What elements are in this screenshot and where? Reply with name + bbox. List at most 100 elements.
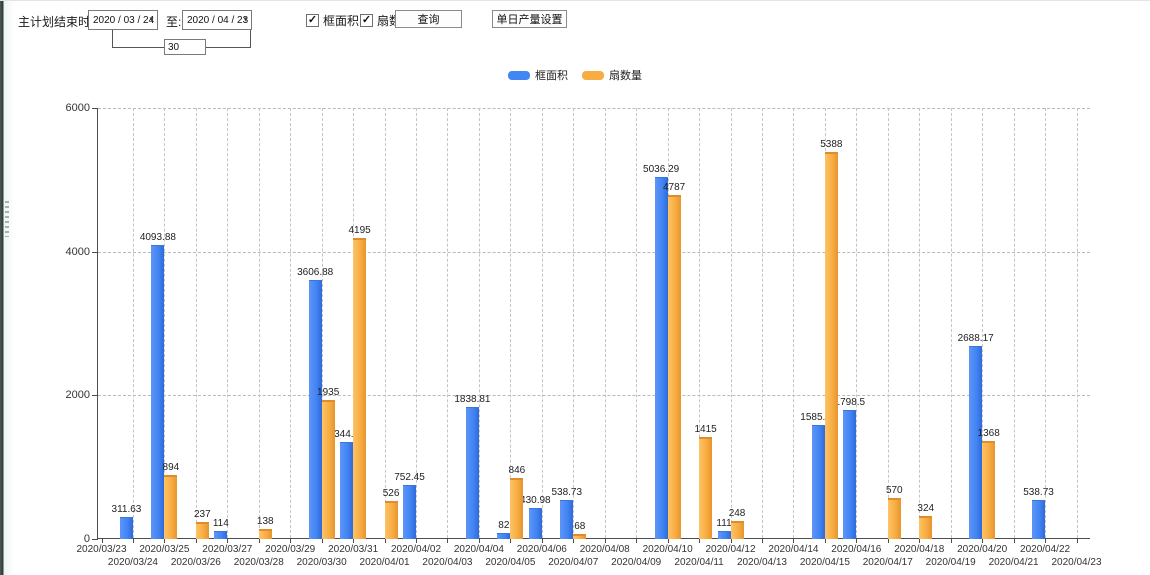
x-axis-tick-label: 2020/04/01 [359,557,410,568]
bar-value-label: 82 [498,520,510,532]
legend-item-frame-area[interactable]: 框面积 [508,67,568,83]
bar-value-label: 538.73 [551,487,583,499]
frame-area-checkbox[interactable]: ✓ [306,14,319,27]
bar-frame-area [214,530,228,539]
y-axis-tick-label: 2000 [65,389,90,402]
gridline-vertical [1076,108,1078,538]
connector-line [250,30,251,48]
gridline-vertical [447,108,449,538]
bar-frame-area [969,345,983,539]
bar-sash-count [573,534,587,539]
bar-value-label: 68 [574,521,586,533]
legend-item-sash-count[interactable]: 扇数量 [582,67,642,83]
side-panel-splitter[interactable] [0,1,14,575]
x-axis-tick [1045,539,1047,543]
date-to-picker[interactable]: 2020 / 04 / 23 ▼ [182,10,252,30]
gridline-vertical [541,108,543,538]
bar-value-label: 5388 [820,138,843,150]
frame-area-checkbox-label: 框面积 [323,14,360,28]
x-axis-tick [887,539,889,543]
bar-sash-count [982,440,996,539]
day-span-input[interactable]: 30 [164,39,206,55]
chart-legend: 框面积 扇数量 [0,67,1150,83]
x-axis-tick [164,539,166,543]
gridline-vertical [699,108,701,538]
bar-value-label: 324 [917,502,935,514]
x-axis-tick-label: 2020/04/20 [957,544,1008,555]
x-axis-tick [699,539,701,543]
gridline-vertical [321,108,323,538]
bar-value-label: 114 [212,517,229,529]
bar-frame-area [465,406,479,539]
x-axis-tick-label: 2020/04/22 [1020,544,1071,555]
x-axis-tick-label: 2020/03/26 [170,557,221,568]
bar-frame-area [308,279,322,539]
sash-count-checkbox[interactable]: ✓ [360,14,373,27]
gridline-horizontal [98,395,1090,397]
x-axis-tick-label: 2020/04/02 [390,544,442,555]
x-axis-tick-label: 2020/03/23 [76,544,127,555]
query-button[interactable]: 查询 [395,10,462,28]
x-axis-tick-label: 2020/03/25 [139,544,190,555]
x-axis-tick-label: 2020/04/12 [705,544,756,555]
chevron-down-icon[interactable]: ▼ [242,16,249,24]
x-axis-tick [416,539,418,543]
x-axis-tick [919,539,921,543]
bar-sash-count [824,151,838,539]
y-axis-tick-label: 0 [83,533,90,545]
gridline-vertical [950,108,952,538]
date-from-picker[interactable]: 2020 / 03 / 24 ▼ [88,10,158,30]
x-axis-tick-label: 2020/04/10 [642,544,693,555]
legend-swatch-orange [582,70,604,80]
x-axis-tick-label: 2020/03/29 [265,544,316,555]
x-axis-tick-label: 2020/04/17 [862,557,913,568]
bar-value-label: 570 [885,485,903,497]
legend-label: 框面积 [535,70,568,82]
gridline-vertical [416,108,418,538]
x-axis-tick-label: 2020/04/04 [453,544,504,555]
x-axis-tick-label: 2020/04/09 [611,557,662,568]
bar-sash-count [730,521,744,539]
gridline-vertical [636,108,638,538]
x-axis-tick [447,539,449,543]
frame-area-checkbox-group[interactable]: ✓ 框面积 [306,12,359,29]
bar-frame-area [119,516,133,539]
gridline-vertical [478,108,480,538]
x-axis-tick-label: 2020/04/18 [894,544,945,555]
bar-frame-area [1032,500,1046,539]
gridline-vertical [856,108,858,538]
x-axis-tick-label: 2020/04/14 [768,544,819,555]
bar-value-label: 2688.17 [957,332,994,344]
gridline-vertical [1013,108,1015,538]
bar-sash-count [321,400,335,539]
gridline-vertical [730,108,732,538]
x-axis-tick [730,539,732,543]
gridline-vertical [982,108,984,538]
bar-frame-area [717,531,731,539]
bar-value-label: 1368 [977,427,1000,439]
x-axis-tick-label: 2020/04/05 [485,557,536,568]
to-label: 至: [166,15,182,29]
bar-frame-area [843,409,857,539]
bar-frame-area [403,484,417,539]
x-axis-tick-label: 2020/04/03 [422,557,473,568]
bar-value-label: 248 [728,508,746,520]
bar-sash-count [195,521,209,539]
daily-output-settings-button[interactable]: 单日产量设置 [492,10,567,28]
x-axis-tick [824,539,826,543]
bar-sash-count [510,478,524,539]
gridline-vertical [887,108,889,538]
x-axis-tick [856,539,858,543]
connector-line [112,30,113,48]
connector-line [112,47,164,48]
chevron-down-icon[interactable]: ▼ [148,16,155,24]
x-axis-tick [132,539,134,543]
x-axis-tick-label: 2020/04/08 [579,544,630,555]
bar-value-label: 846 [508,465,526,477]
x-axis-tick [353,539,355,543]
x-axis-tick-label: 2020/04/16 [831,544,882,555]
x-axis-tick [541,539,543,543]
bar-frame-area [654,177,668,539]
x-axis-tick-label: 2020/04/13 [736,557,787,568]
bar-sash-count [384,501,398,539]
